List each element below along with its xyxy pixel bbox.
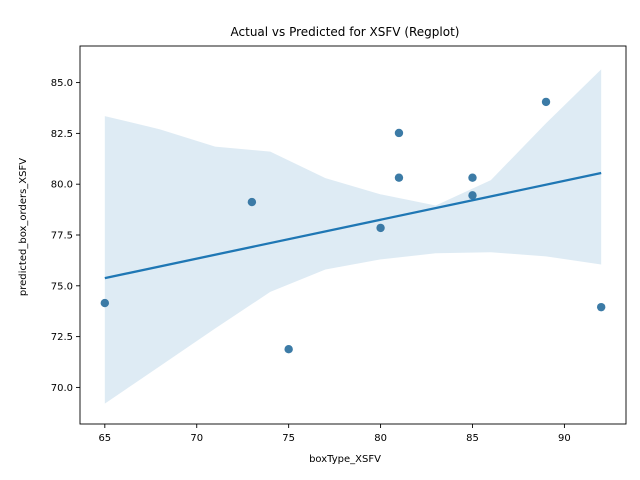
- y-tick-label: 75.0: [51, 281, 73, 292]
- data-point: [541, 97, 551, 107]
- y-tick-label: 80.0: [51, 180, 73, 191]
- data-point: [394, 128, 404, 138]
- data-point: [468, 191, 477, 200]
- data-point: [468, 173, 477, 182]
- x-tick-label: 90: [558, 433, 571, 444]
- y-axis-label: predicted_box_orders_XSFV: [18, 158, 29, 296]
- data-point: [100, 298, 110, 308]
- x-tick-label: 80: [374, 433, 387, 444]
- y-tick-label: 70.0: [51, 383, 73, 394]
- data-point: [596, 302, 606, 312]
- x-tick-label: 65: [98, 433, 111, 444]
- y-tick-label: 72.5: [51, 332, 73, 343]
- y-tick-label: 82.5: [51, 129, 73, 140]
- data-point: [247, 197, 257, 207]
- confidence-band: [104, 69, 602, 404]
- x-tick-label: 75: [282, 433, 295, 444]
- y-tick-label: 85.0: [51, 78, 73, 89]
- x-tick-label: 70: [190, 433, 203, 444]
- data-point: [376, 223, 385, 233]
- chart-title: Actual vs Predicted for XSFV (Regplot): [231, 25, 460, 39]
- y-tick-label: 77.5: [51, 231, 73, 242]
- data-point: [284, 345, 293, 354]
- x-axis-label: boxType_XSFV: [309, 454, 381, 465]
- plot-area: 65 70 75 80 85 90 70.0 72.5 75.0 77.5 80.0 82.5 85.0: [51, 45, 627, 444]
- data-point: [394, 173, 404, 182]
- regression-line: [104, 171, 602, 280]
- x-tick-label: 85: [466, 433, 479, 444]
